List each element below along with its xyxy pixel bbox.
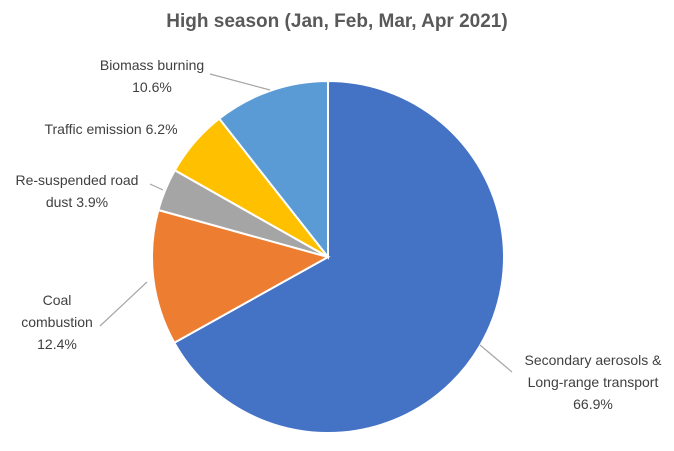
slice-label: Secondary aerosols & Long-range transpor… [513,349,673,415]
leader-line [149,183,164,191]
leader-line [479,344,513,373]
pie-slice [172,79,505,434]
slice-label: Re-suspended road dust 3.9% [2,169,152,213]
value-label: 12.4% [37,336,77,352]
pie-slice [151,208,331,345]
slice-label: Traffic emission 6.2% [11,118,211,140]
category-label: Traffic emission [44,121,142,137]
leader-line [99,281,148,327]
category-label: Re-suspended road dust [15,172,139,210]
category-label: Secondary aerosols & Long-range transpor… [524,352,662,390]
leader-line [209,73,271,91]
category-label: Biomass burning [99,57,205,73]
value-label: 66.9% [573,396,613,412]
value-label: 3.9% [76,194,109,210]
leader-lines [99,73,513,373]
slice-label: Biomass burning 10.6% [87,54,217,98]
value-label: 6.2% [145,121,178,137]
slice-label: Coal combustion 12.4% [17,289,97,355]
chart-title: High season (Jan, Feb, Mar, Apr 2021) [166,11,507,32]
category-label: Coal combustion [21,292,93,330]
value-label: 10.6% [132,79,172,95]
pie-slice [217,79,329,260]
